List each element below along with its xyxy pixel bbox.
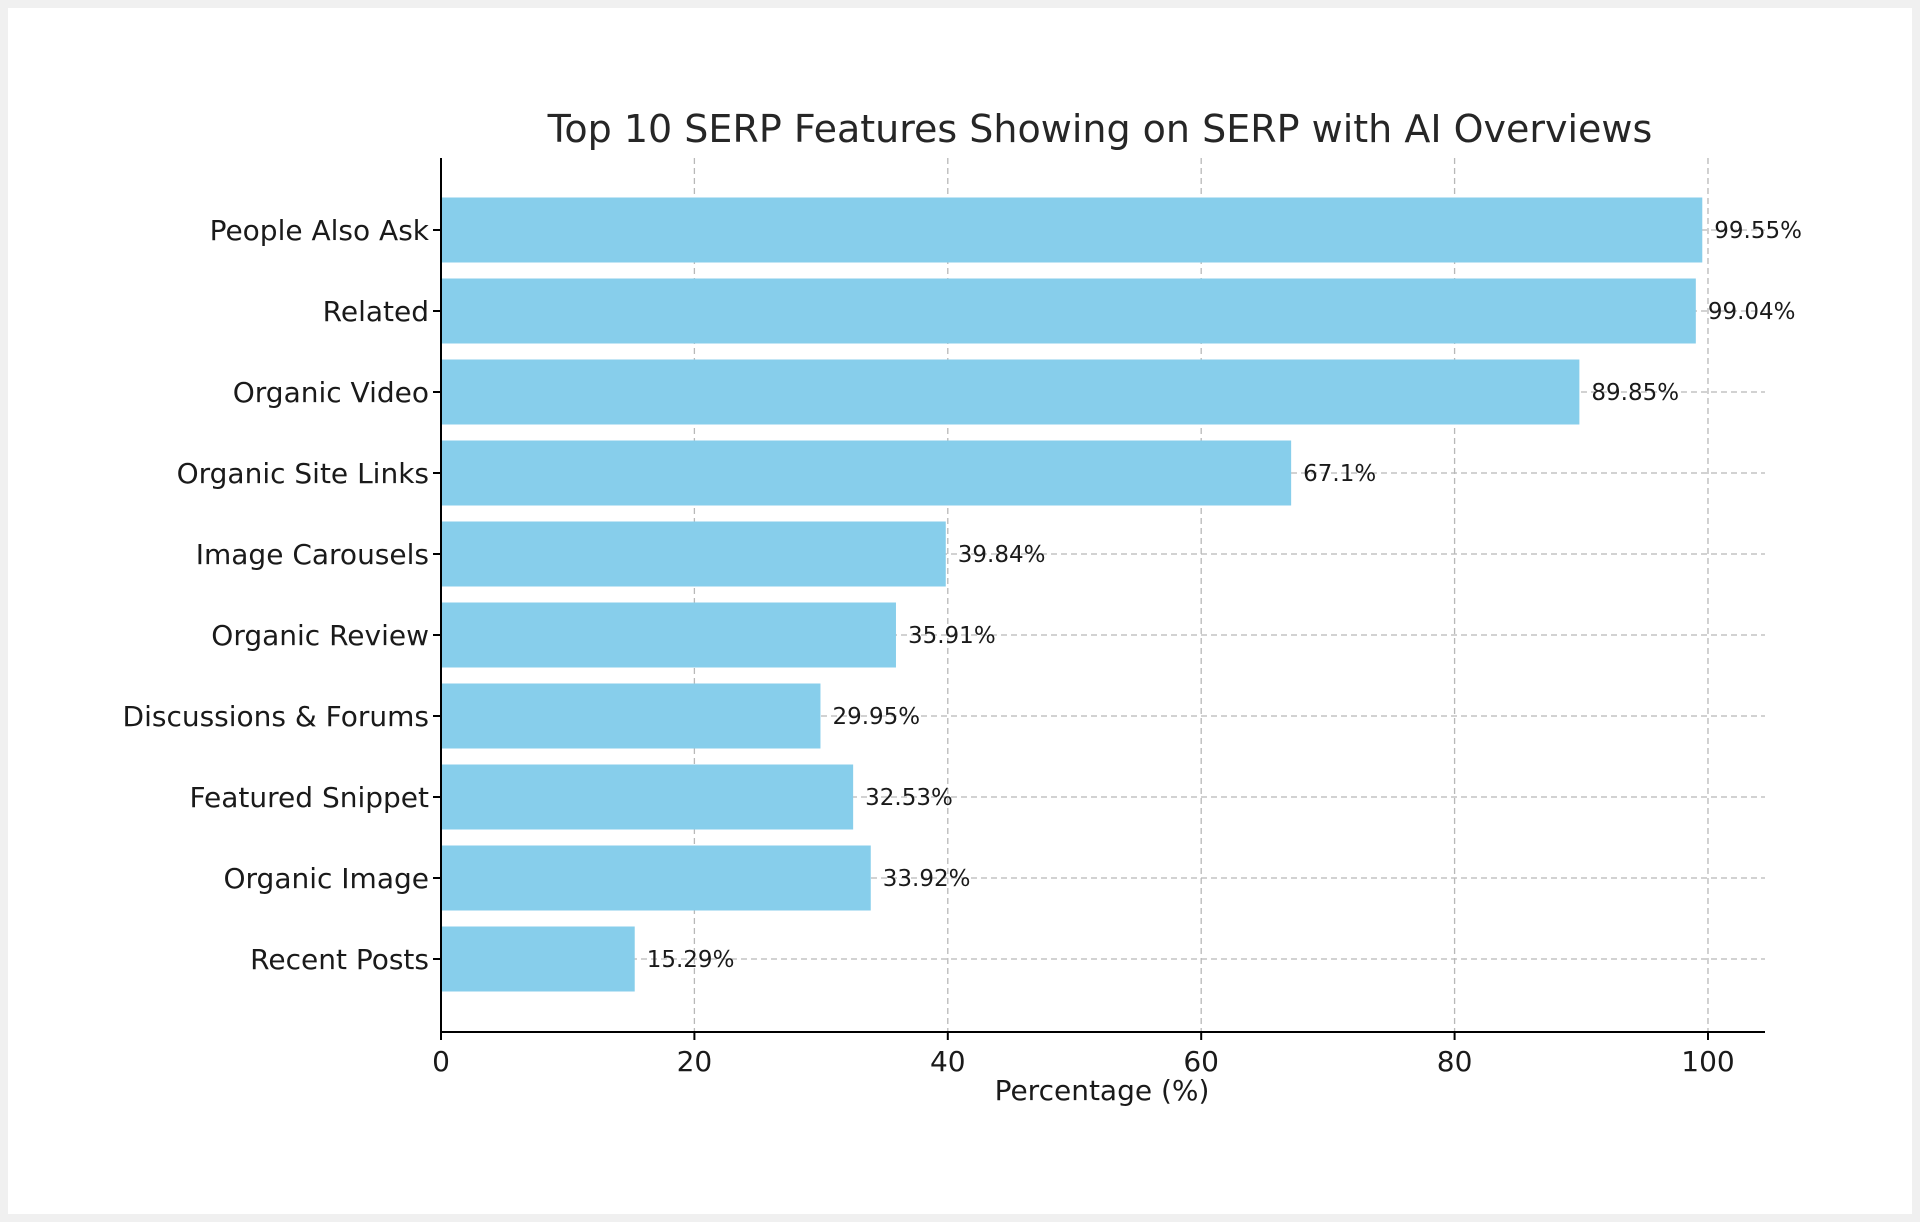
x-axis-label: Percentage (%) [995, 1074, 1210, 1107]
bar-value-label: 39.84% [958, 542, 1046, 568]
bar [441, 197, 1703, 263]
x-tick-label: 40 [930, 1045, 966, 1078]
category-label: People Also Ask [210, 214, 430, 247]
bar-value-label: 15.29% [647, 947, 735, 973]
bar [441, 845, 871, 911]
bar [441, 683, 821, 749]
bar-value-label: 99.04% [1708, 299, 1796, 325]
bar-layer: 99.55% 99.04% 89.85% 67.1% 39.84% 35.91% 29.95… [441, 197, 1802, 992]
category-label: Organic Image [223, 862, 429, 895]
category-label: Organic Site Links [177, 457, 429, 490]
x-tick-label: 20 [677, 1045, 713, 1078]
bar-value-label: 33.92% [883, 866, 971, 892]
bar [441, 278, 1696, 344]
category-label: Image Carousels [196, 538, 429, 571]
bar [441, 926, 635, 992]
bar [441, 521, 946, 587]
category-label: Related [323, 295, 429, 328]
bar-value-label: 89.85% [1591, 380, 1679, 406]
chart-title: Top 10 SERP Features Showing on SERP wit… [547, 107, 1653, 151]
bar [441, 764, 854, 830]
axis-layer: 0 20 40 60 80 100 People Also Ask Related Organi… [123, 158, 1765, 1078]
bar-value-label: 29.95% [832, 704, 920, 730]
category-label: Organic Review [211, 619, 429, 652]
bar [441, 440, 1292, 506]
bar-value-label: 99.55% [1714, 218, 1802, 244]
bar-value-label: 32.53% [865, 785, 953, 811]
chart-frame: Top 10 SERP Features Showing on SERP wit… [8, 8, 1912, 1214]
category-label: Organic Video [233, 376, 429, 409]
x-tick-label: 80 [1437, 1045, 1473, 1078]
category-label: Discussions & Forums [123, 700, 429, 733]
bar-value-label: 67.1% [1303, 461, 1376, 487]
x-tick-label: 0 [432, 1045, 450, 1078]
x-tick-label: 60 [1183, 1045, 1219, 1078]
bar [441, 602, 896, 668]
bar [441, 359, 1580, 425]
bar-chart: Top 10 SERP Features Showing on SERP wit… [123, 107, 1802, 1107]
x-tick-label: 100 [1681, 1045, 1734, 1078]
bar-value-label: 35.91% [908, 623, 996, 649]
category-label: Recent Posts [250, 943, 429, 976]
category-label: Featured Snippet [189, 781, 429, 814]
